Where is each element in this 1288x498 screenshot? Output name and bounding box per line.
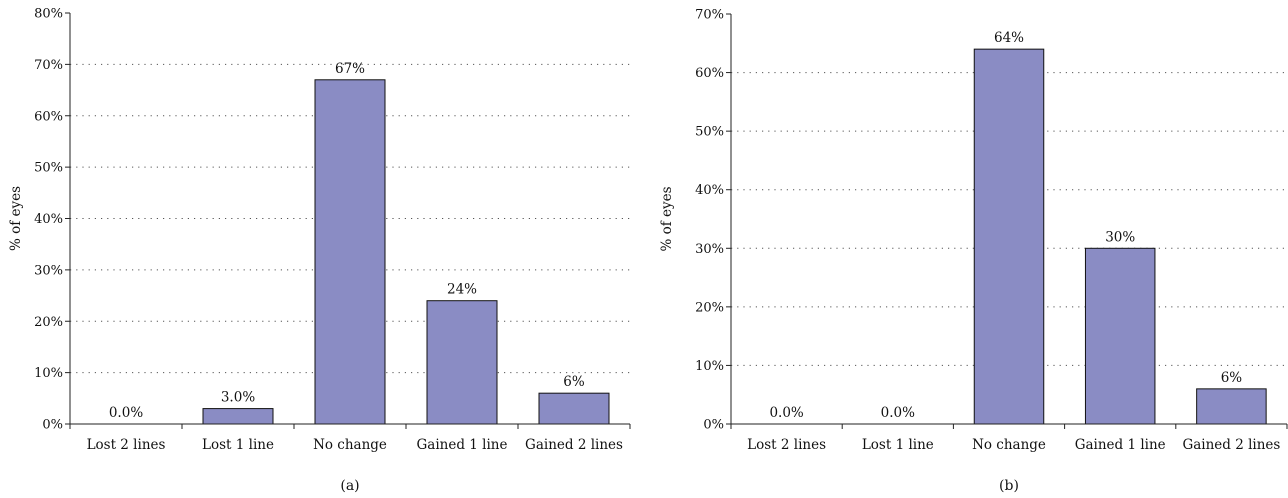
data-label: 24% <box>447 282 477 298</box>
panel-caption: (b) <box>999 478 1019 494</box>
y-axis-title: % of eyes <box>8 186 24 251</box>
x-category-label: Lost 2 lines <box>747 437 826 453</box>
y-tick-label: 80% <box>34 7 63 22</box>
y-tick-label: 50% <box>695 125 724 140</box>
data-label: 64% <box>994 30 1024 46</box>
bar-4 <box>1084 247 1156 425</box>
x-category-label: No change <box>972 437 1046 453</box>
x-category-label: Lost 1 line <box>202 437 274 453</box>
bar-3 <box>314 79 386 425</box>
y-tick-label: 20% <box>695 300 724 315</box>
y-tick-label: 60% <box>34 109 63 124</box>
x-category-label: Gained 2 lines <box>525 437 623 453</box>
y-tick-label: 30% <box>695 242 724 257</box>
y-axis-title: % of eyes <box>659 186 675 251</box>
y-tick-label: 30% <box>34 263 63 278</box>
y-tick-label: 10% <box>34 366 63 381</box>
bar-3 <box>973 48 1045 425</box>
data-label: 0.0% <box>769 405 803 421</box>
y-tick-label: 0% <box>703 418 724 433</box>
bar-5 <box>538 392 610 425</box>
y-tick-label: 10% <box>695 359 724 374</box>
data-label: 3.0% <box>221 390 255 406</box>
data-label: 67% <box>335 61 365 77</box>
y-tick-label: 40% <box>34 212 63 227</box>
x-category-label: Gained 1 line <box>417 437 508 453</box>
data-label: 6% <box>1221 370 1243 386</box>
y-tick-label: 70% <box>695 8 724 23</box>
y-tick-label: 60% <box>695 66 724 81</box>
y-tick-label: 20% <box>34 315 63 330</box>
panel-caption: (a) <box>340 478 359 494</box>
bar-4 <box>426 300 498 425</box>
x-category-label: Lost 2 lines <box>87 437 166 453</box>
data-label: 6% <box>563 374 585 390</box>
data-label: 30% <box>1105 229 1135 245</box>
x-category-label: Gained 1 line <box>1075 437 1166 453</box>
x-category-label: Lost 1 line <box>862 437 934 453</box>
y-tick-label: 0% <box>42 418 63 433</box>
x-category-label: No change <box>313 437 387 453</box>
chart-panel-1: 0% 10% 20% 30% 40% 50% 60% 70% 80% 0.0% Lost 2 lin… <box>8 7 631 494</box>
chart-panel-2: 0% 10% 20% 30% 40% 50% 60% 70% 0.0% Lost 2 lines 0… <box>659 8 1288 494</box>
bar-2 <box>202 408 274 425</box>
bar-5 <box>1196 388 1267 425</box>
x-category-label: Gained 2 lines <box>1182 437 1280 453</box>
y-tick-label: 40% <box>695 183 724 198</box>
y-tick-label: 50% <box>34 161 63 176</box>
data-label: 0.0% <box>881 405 915 421</box>
y-tick-label: 70% <box>34 58 63 73</box>
data-label: 0.0% <box>109 405 143 421</box>
